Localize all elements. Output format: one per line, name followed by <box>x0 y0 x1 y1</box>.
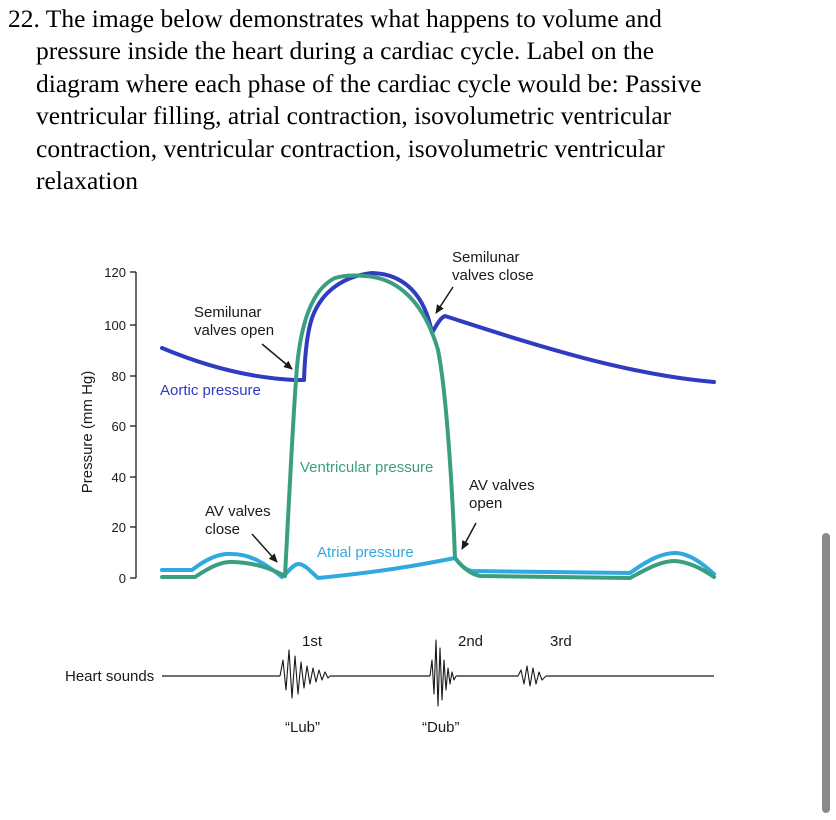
heart-sounds-label: Heart sounds <box>65 668 154 685</box>
vertical-scrollbar[interactable] <box>822 533 830 813</box>
ventricular-pressure-label: Ventricular pressure <box>300 459 433 476</box>
question-line: pressure inside the heart during a cardi… <box>36 36 655 66</box>
annotation-text: valves close <box>452 267 534 284</box>
third-heart-sound-waveform <box>517 665 547 687</box>
lub-label: “Lub” <box>285 719 320 736</box>
y-tick-label: 20 <box>112 520 126 535</box>
y-tick-label: 80 <box>112 369 126 384</box>
heart-sounds-trace: Heart sounds 1st 2nd 3rd “Lub” “Dub” <box>65 633 714 736</box>
dub-label: “Dub” <box>422 719 460 736</box>
arrow <box>435 286 454 314</box>
annotation-text: Semilunar <box>452 249 520 266</box>
first-heart-sound-waveform <box>279 649 331 699</box>
annotation-text: valves open <box>194 322 274 339</box>
y-tick-label: 60 <box>112 419 126 434</box>
annotation-av-close: AV valves close <box>205 503 278 563</box>
aortic-pressure-label: Aortic pressure <box>160 382 261 399</box>
annotation-semilunar-close: Semilunar valves close <box>435 249 534 314</box>
question-text: 22. The image below demonstrates what ha… <box>8 3 798 197</box>
annotation-av-open: AV valves open <box>461 477 535 550</box>
arrow <box>251 533 278 563</box>
arrow <box>461 522 477 550</box>
ventricular-pressure-curve <box>160 273 716 580</box>
y-tick-label: 40 <box>112 470 126 485</box>
y-tick-label: 100 <box>104 318 126 333</box>
y-tick-label: 120 <box>104 265 126 280</box>
annotation-text: Semilunar <box>194 304 262 321</box>
atrial-pressure-curve <box>160 551 716 580</box>
atrial-pressure-label: Atrial pressure <box>317 544 414 561</box>
question-line: ventricular filling, atrial contraction,… <box>36 101 672 131</box>
question-line: relaxation <box>36 166 138 196</box>
arrow <box>261 343 293 370</box>
annotation-semilunar-open: Semilunar valves open <box>194 304 293 370</box>
y-axis: 0 20 40 60 80 100 120 Pressure (mm Hg) <box>79 265 137 586</box>
second-sound-label: 2nd <box>458 633 483 650</box>
second-heart-sound-waveform <box>429 639 457 707</box>
question-line: 22. The image below demonstrates what ha… <box>8 4 662 33</box>
question-line: contraction, ventricular contraction, is… <box>36 133 665 163</box>
annotation-text: AV valves <box>469 477 535 494</box>
first-sound-label: 1st <box>302 633 323 650</box>
annotation-text: AV valves <box>205 503 271 520</box>
annotation-text: close <box>205 521 240 538</box>
question-line: diagram where each phase of the cardiac … <box>36 68 702 98</box>
annotation-text: open <box>469 495 502 512</box>
y-tick-label: 0 <box>119 571 126 586</box>
third-sound-label: 3rd <box>550 633 572 650</box>
y-axis-title: Pressure (mm Hg) <box>79 371 96 494</box>
